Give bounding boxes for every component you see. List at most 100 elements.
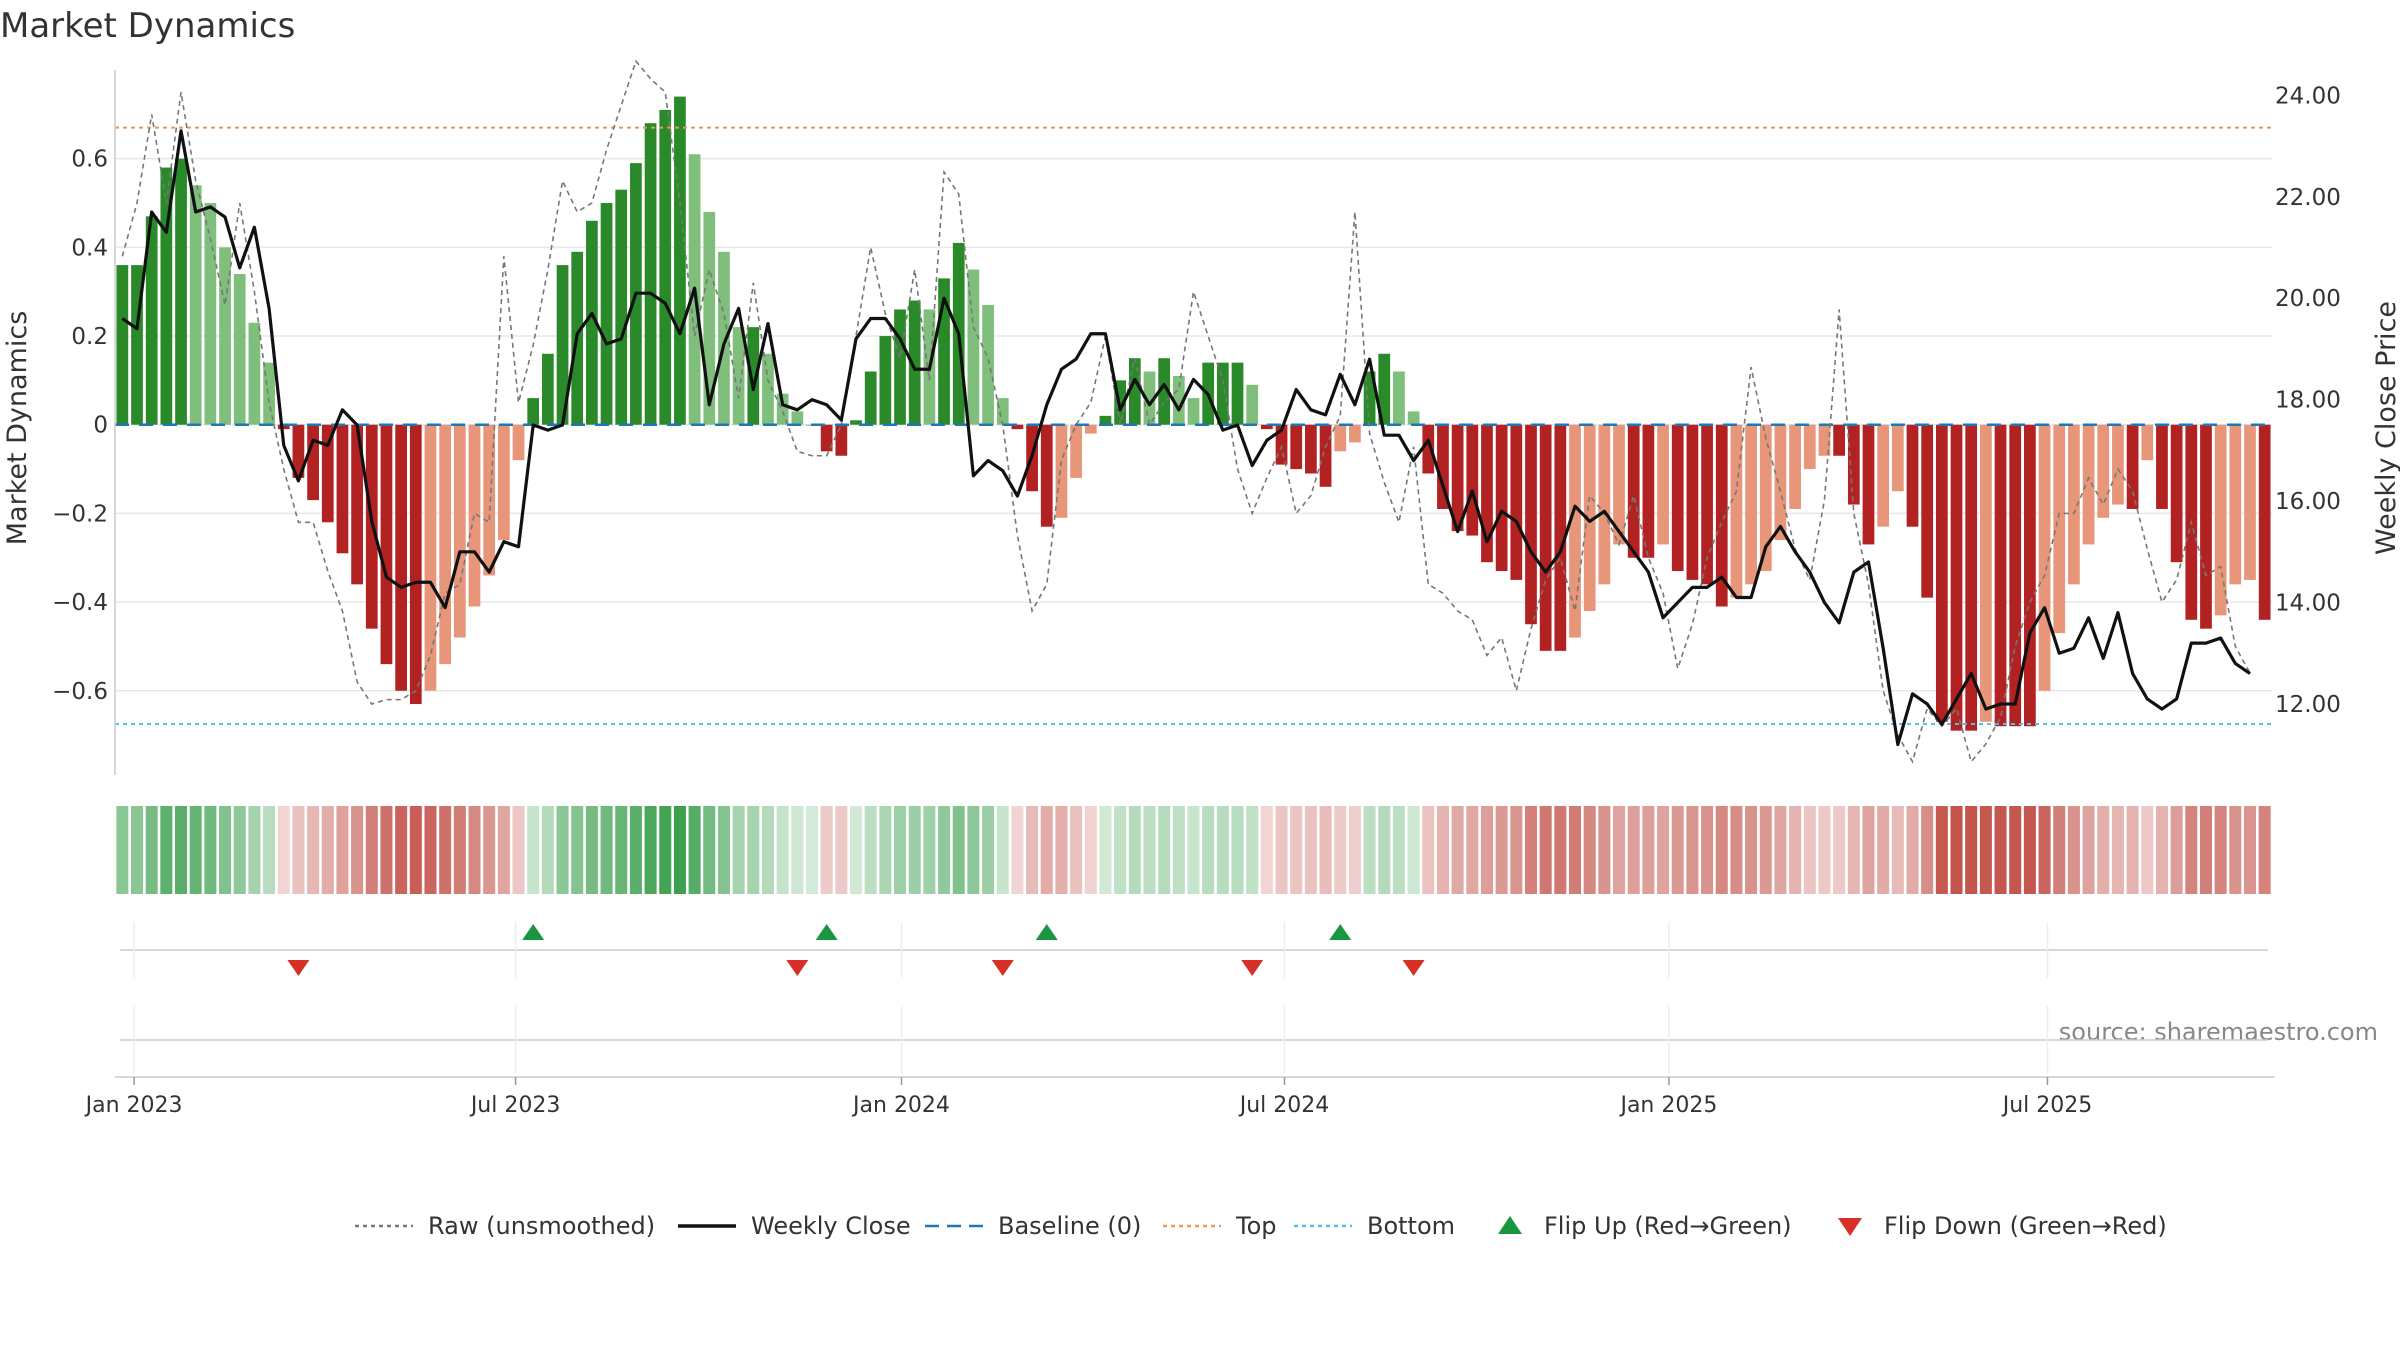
heat-cell — [512, 806, 525, 894]
heat-cell — [1231, 806, 1244, 894]
bar — [204, 203, 217, 425]
heat-cell — [879, 806, 892, 894]
heat-cell — [1143, 806, 1156, 894]
heat-cell — [1745, 806, 1758, 894]
bar — [967, 269, 980, 425]
heat-cell — [1701, 806, 1714, 894]
heat-cell — [2141, 806, 2154, 894]
heat-cell — [2243, 806, 2257, 894]
heat-cell — [2038, 806, 2051, 894]
heat-cell — [1040, 806, 1053, 894]
heat-cell — [1466, 806, 1479, 894]
heat-cell — [776, 806, 789, 894]
bar — [1231, 362, 1244, 425]
bar — [1554, 424, 1567, 651]
heat-cell — [1363, 806, 1376, 894]
heat-cell — [1613, 806, 1626, 894]
bar — [1891, 424, 1904, 492]
bar — [718, 251, 730, 425]
bar — [263, 362, 275, 425]
heat-cell — [409, 806, 422, 894]
bar — [307, 424, 319, 501]
heat-cell — [703, 806, 716, 894]
bar — [219, 247, 231, 425]
bar — [2156, 424, 2168, 509]
bar — [1011, 424, 1024, 430]
bar — [2112, 424, 2124, 505]
heat-cell — [1216, 806, 1229, 894]
heat-cell — [659, 806, 672, 894]
heat-cell — [1348, 806, 1361, 894]
right-tick-label: 20.00 — [2275, 286, 2341, 312]
heat-cell — [1979, 806, 1992, 894]
bar — [1642, 424, 1655, 558]
bar — [835, 424, 848, 456]
heat-cell — [1480, 806, 1493, 894]
bar — [527, 398, 540, 425]
heat-cell — [1055, 806, 1068, 894]
heat-cell — [761, 806, 774, 894]
heat-cell — [1921, 806, 1934, 894]
left-tick-label: 0.6 — [71, 147, 108, 173]
bar — [395, 424, 408, 691]
heat-cell — [307, 806, 320, 894]
heat-cell — [233, 806, 246, 894]
bar — [1906, 424, 1919, 527]
bar — [2229, 424, 2242, 585]
legend-marker-flip-down — [1838, 1218, 1862, 1236]
bar — [1334, 424, 1347, 452]
bar — [1539, 424, 1552, 651]
weekly-close-line — [121, 129, 2251, 747]
heat-cell — [1877, 806, 1890, 894]
heat-cell — [1407, 806, 1420, 894]
x-tick-label: Jan 2023 — [84, 1093, 183, 1118]
heat-cell — [923, 806, 936, 894]
bar — [1495, 424, 1508, 572]
bar — [2009, 424, 2022, 727]
heat-cell — [1422, 806, 1435, 894]
bar — [453, 424, 466, 638]
heat-cell — [1334, 806, 1347, 894]
bar — [996, 398, 1009, 425]
heat-cell — [1789, 806, 1802, 894]
bar — [1774, 424, 1787, 540]
heat-cell — [497, 806, 510, 894]
heat-cell — [1304, 806, 1317, 894]
heat-cell — [2214, 806, 2227, 894]
bar — [850, 420, 862, 425]
bar — [1040, 424, 1053, 527]
heat-cell — [952, 806, 965, 894]
heat-cell — [2067, 806, 2080, 894]
heat-cell — [732, 806, 745, 894]
bar — [424, 424, 437, 691]
bar — [1481, 424, 1493, 563]
bar — [879, 336, 892, 425]
heat-cell — [996, 806, 1009, 894]
heat-cell — [717, 806, 730, 894]
bar — [1745, 424, 1757, 585]
flip-up-marker — [1035, 924, 1058, 940]
heat-cell — [1099, 806, 1112, 894]
heat-cell — [2155, 806, 2168, 894]
right-tick-label: 18.00 — [2275, 388, 2341, 414]
heat-cell — [1436, 806, 1449, 894]
x-tick-label: Jul 2024 — [1238, 1093, 1330, 1118]
legend-label: Flip Up (Red→Green) — [1544, 1212, 1792, 1240]
bar — [1671, 424, 1684, 572]
heat-cell — [1598, 806, 1611, 894]
heat-cell — [145, 806, 158, 894]
bar — [2244, 424, 2256, 580]
heat-cell — [1554, 806, 1567, 894]
heat-cell — [2082, 806, 2095, 894]
bar — [644, 123, 657, 425]
heat-cell — [175, 806, 188, 894]
heat-cell — [1495, 806, 1508, 894]
bar — [1260, 424, 1273, 430]
heat-cell — [1568, 806, 1582, 894]
heat-cell — [248, 806, 261, 894]
heat-cell — [820, 806, 833, 894]
bar — [336, 424, 349, 554]
bar — [1128, 358, 1141, 425]
heat-cell — [1862, 806, 1875, 894]
bar — [233, 273, 246, 425]
